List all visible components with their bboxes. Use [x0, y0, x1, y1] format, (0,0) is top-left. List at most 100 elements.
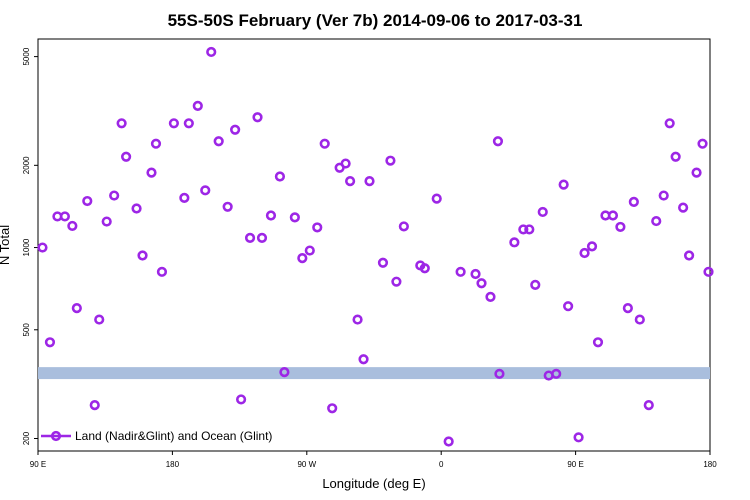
x-axis-label: Longitude (deg E)	[322, 476, 425, 491]
y-tick-label: 200	[22, 431, 31, 445]
data-point	[274, 171, 286, 182]
data-point	[235, 394, 247, 405]
data-point	[279, 367, 290, 378]
data-point	[137, 250, 148, 261]
data-point	[551, 368, 562, 379]
data-point	[67, 220, 78, 232]
legend-marker	[50, 430, 62, 442]
data-point	[634, 314, 645, 325]
data-point	[109, 190, 120, 201]
data-point	[230, 124, 241, 135]
data-point	[518, 224, 529, 235]
data-point	[586, 241, 598, 252]
data-point	[485, 291, 496, 302]
data-point	[304, 245, 315, 256]
data-point	[244, 232, 256, 243]
data-point	[494, 368, 505, 379]
data-point	[345, 176, 356, 187]
data-point	[607, 210, 619, 221]
data-point	[377, 257, 389, 268]
data-point	[71, 303, 82, 314]
data-point	[89, 400, 100, 411]
data-point	[364, 176, 375, 187]
legend-label: Land (Nadir&Glint) and Ocean (Glint)	[75, 429, 272, 443]
x-tick-label: 180	[703, 460, 717, 469]
data-point	[385, 155, 396, 166]
data-point	[563, 301, 574, 312]
data-point	[206, 46, 217, 58]
data-point	[643, 400, 654, 411]
data-point	[476, 278, 487, 289]
data-point	[558, 179, 569, 190]
data-point	[289, 212, 300, 223]
data-point	[579, 247, 590, 259]
y-tick-label: 5000	[22, 47, 31, 65]
data-point	[358, 354, 369, 365]
data-point	[340, 158, 351, 169]
data-point	[168, 118, 179, 129]
data-point	[455, 266, 466, 277]
x-tick-label: 90 E	[567, 460, 583, 469]
data-point	[592, 337, 604, 348]
data-point	[44, 337, 56, 348]
data-point	[121, 151, 132, 162]
data-point	[327, 403, 338, 414]
data-point	[651, 215, 662, 227]
y-tick-label: 1000	[22, 238, 31, 256]
data-point	[252, 112, 263, 123]
data-point	[131, 203, 142, 214]
data-point	[492, 136, 504, 147]
data-points	[37, 46, 714, 447]
data-point	[537, 206, 548, 218]
data-point	[94, 314, 105, 325]
data-point	[670, 151, 681, 162]
data-point	[265, 210, 277, 221]
data-point	[183, 118, 194, 129]
data-point	[213, 136, 224, 147]
data-point	[509, 237, 520, 248]
data-point	[431, 193, 442, 204]
plot-frame	[37, 38, 711, 452]
data-point	[391, 276, 402, 287]
x-tick-label: 90 W	[297, 460, 316, 469]
data-point	[312, 222, 323, 233]
data-point	[664, 118, 675, 129]
data-point	[37, 242, 48, 253]
data-point	[146, 167, 157, 178]
data-point	[179, 192, 190, 203]
y-axis-label: N Total	[0, 225, 12, 265]
data-point	[59, 211, 70, 222]
data-point	[82, 195, 93, 207]
data-point	[615, 221, 626, 233]
y-tick-label: 2000	[22, 156, 31, 174]
x-tick-label: 0	[439, 460, 444, 469]
data-point	[622, 303, 633, 314]
data-point	[691, 167, 702, 178]
data-point	[703, 266, 714, 277]
data-point	[398, 221, 409, 232]
data-point	[101, 216, 112, 227]
glint-band	[38, 367, 710, 380]
x-tick-label: 180	[166, 460, 180, 469]
y-tick-label: 500	[22, 323, 31, 337]
data-point	[573, 432, 584, 443]
data-point	[443, 436, 454, 447]
chart-title: 55S-50S February (Ver 7b) 2014-09-06 to …	[168, 11, 583, 30]
x-tick-label: 90 E	[30, 460, 46, 469]
data-point	[470, 268, 481, 280]
data-point	[116, 118, 127, 129]
data-point	[697, 138, 708, 149]
data-point	[658, 190, 669, 201]
data-point	[156, 266, 168, 277]
data-point	[683, 250, 695, 261]
data-point	[200, 185, 211, 196]
data-point	[192, 100, 203, 112]
data-point	[524, 224, 535, 235]
legend: Land (Nadir&Glint) and Ocean (Glint)	[41, 429, 272, 443]
data-point	[352, 314, 363, 325]
data-point	[628, 196, 639, 207]
x-axis: 90 E 180 90 W 0 90 E 180	[30, 451, 717, 469]
data-point	[530, 279, 541, 290]
data-point	[256, 232, 268, 243]
